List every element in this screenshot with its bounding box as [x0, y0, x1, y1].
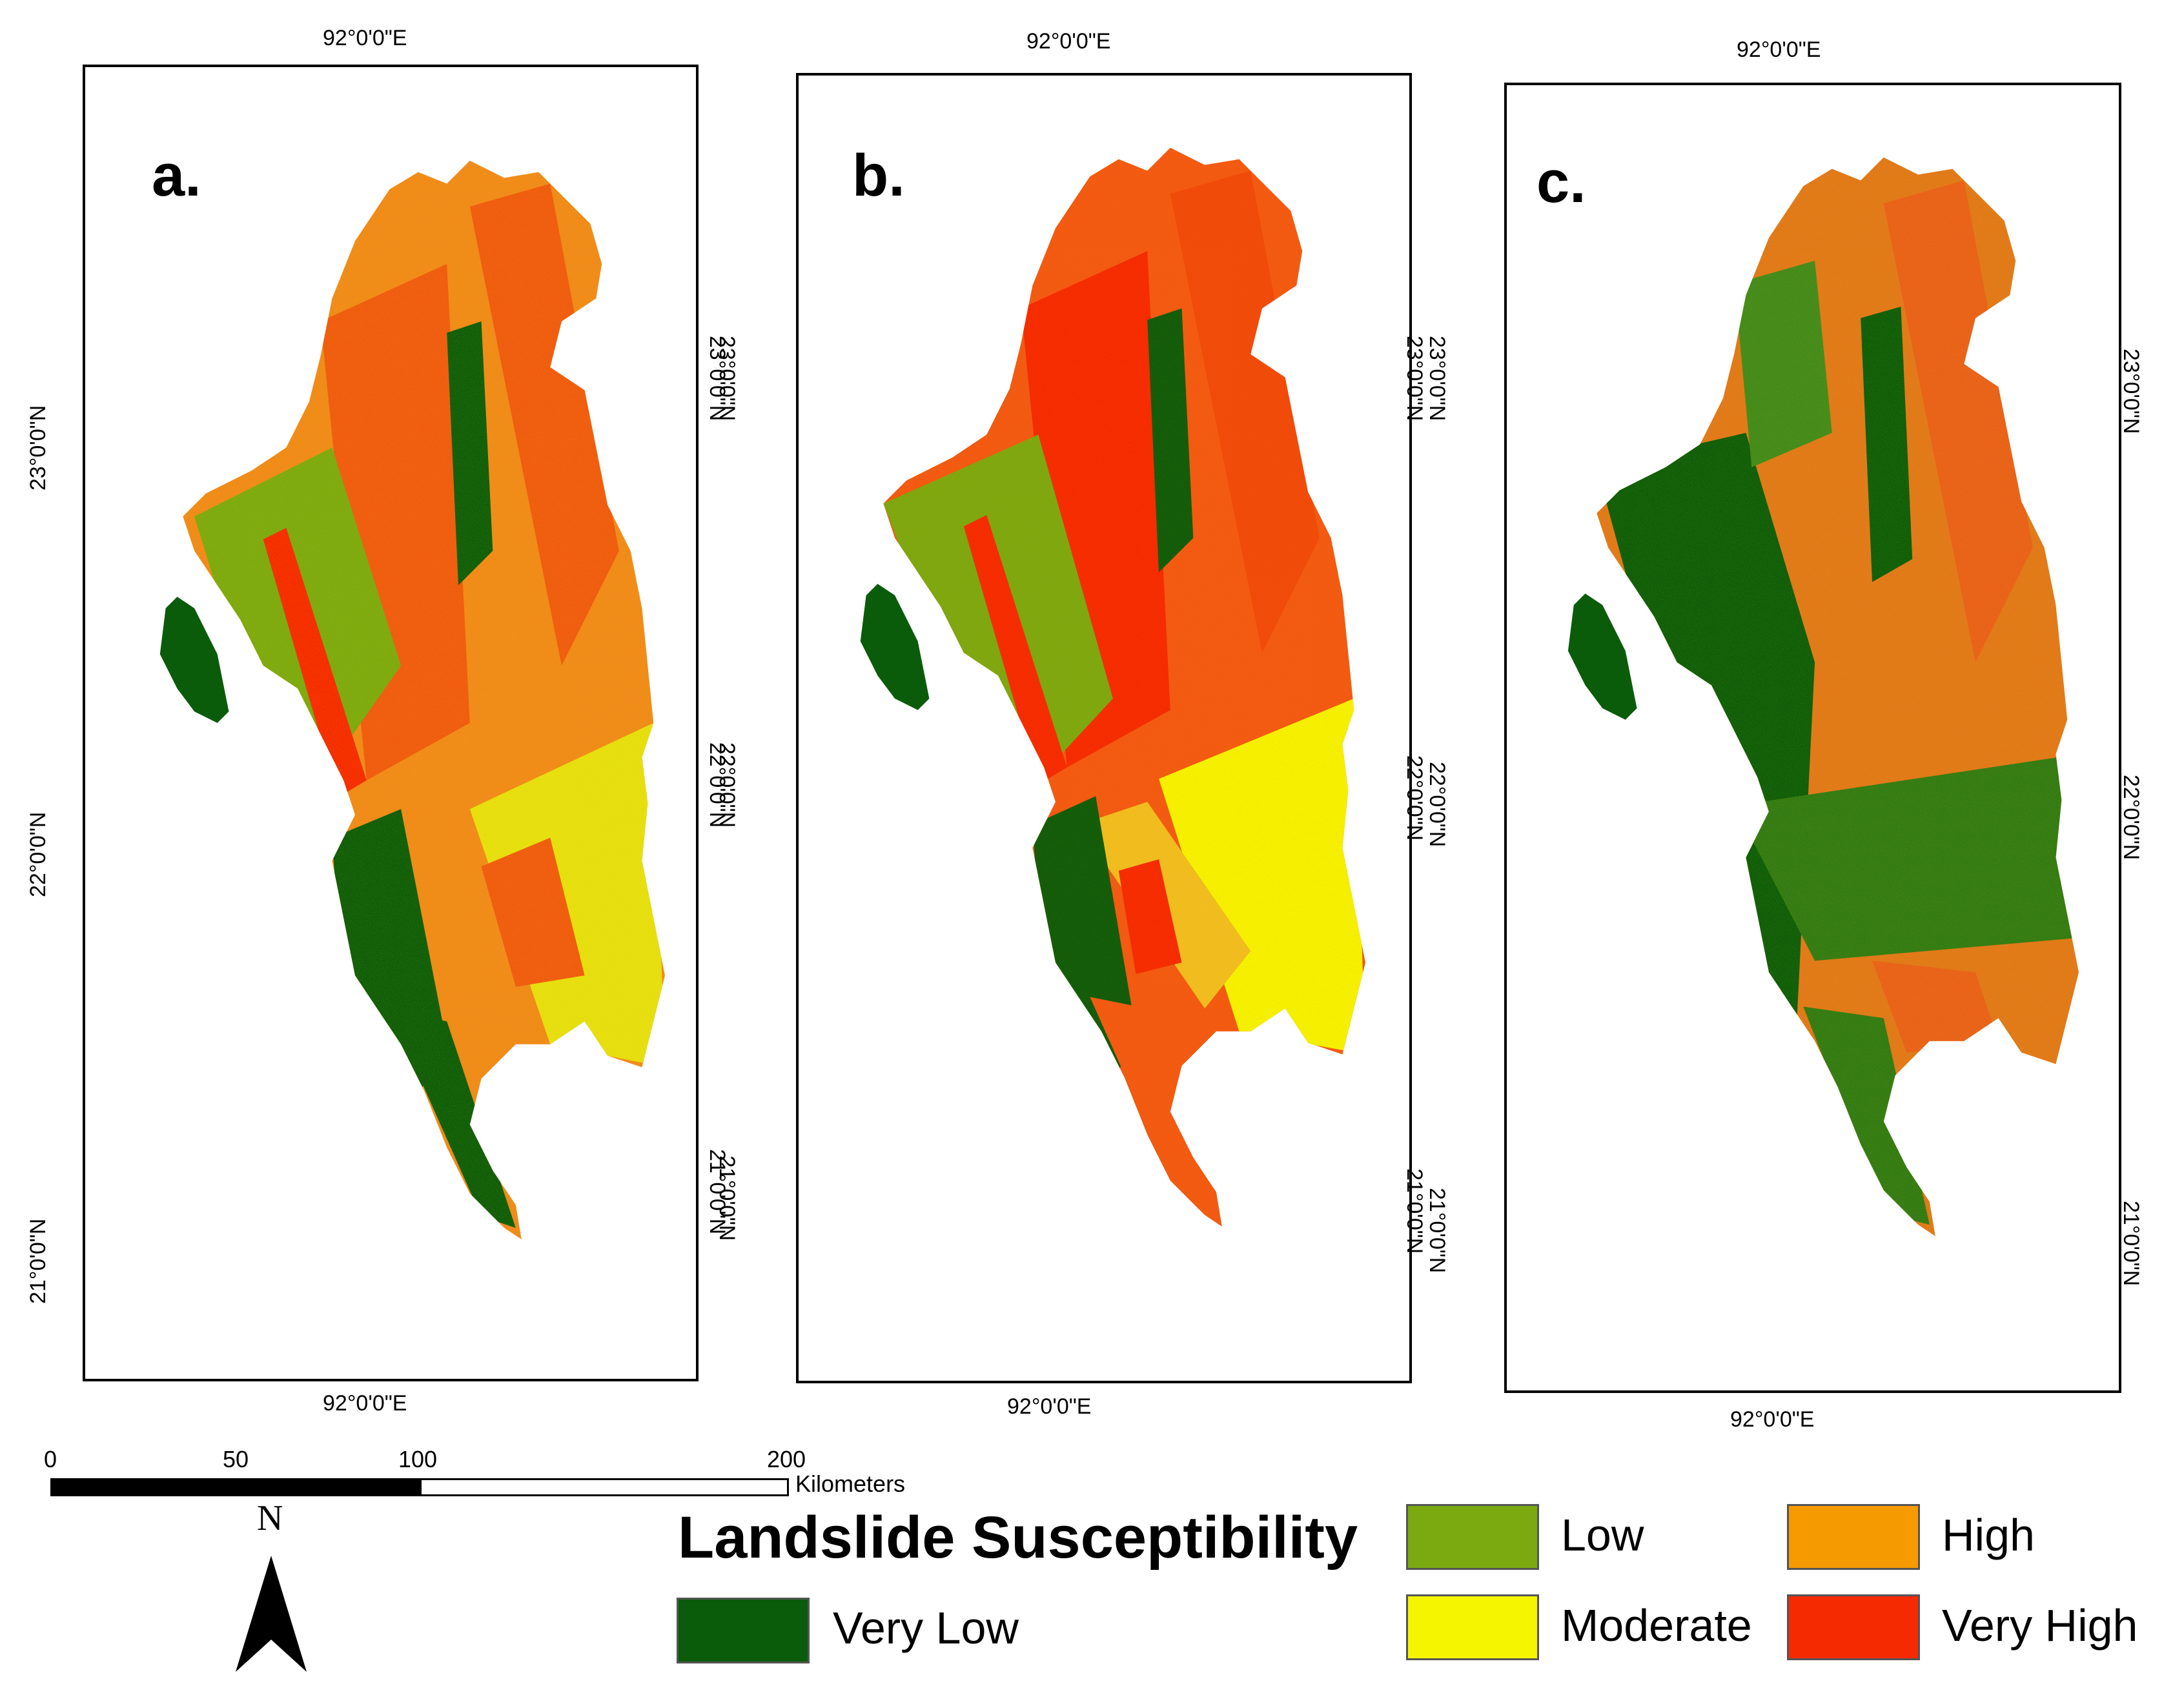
scale-tick-0: 0: [44, 1446, 57, 1472]
scale-tick-50: 50: [223, 1446, 249, 1472]
legend-label-very-low: Very Low: [833, 1603, 1019, 1653]
lat-21-label-left-a: 21°0'0"N: [26, 1218, 50, 1304]
lat-22-label-left-c: 22°0'0"N: [1425, 762, 1449, 848]
lat-21-label-left-c: 21°0'0"N: [1425, 1188, 1449, 1274]
longitude-label-bottom-c: 92°0'0"E: [1730, 1407, 1815, 1432]
north-arrow-label: N: [257, 1498, 283, 1538]
legend-swatch-high: [1787, 1504, 1920, 1570]
map-panel-c: [1567, 157, 2079, 1236]
lat-21-label-right-b: 21°0'0"N: [1402, 1168, 1427, 1254]
scale-bar: [50, 1478, 789, 1496]
lat-22-label-left-a: 22°0'0"N: [26, 811, 50, 897]
legend-swatch-moderate: [1406, 1594, 1539, 1660]
scale-tick-100: 100: [398, 1446, 438, 1472]
panel-label-a: a.: [152, 143, 201, 208]
lat-22-label-right-c: 22°0'0"N: [2119, 775, 2143, 860]
map-panel-b: [860, 147, 1365, 1226]
north-arrow-icon: [236, 1556, 307, 1672]
lat-23-label-right-c: 23°0'0"N: [2119, 349, 2143, 434]
longitude-label-bottom-a: 92°0'0"E: [323, 1391, 407, 1416]
scale-tick-200: 200: [767, 1446, 806, 1472]
longitude-label-top-a: 92°0'0"E: [323, 26, 407, 50]
scale-bar-filled-segment: [52, 1480, 422, 1494]
legend-title: Landslide Susceptibility: [678, 1505, 1358, 1571]
lat-23-label-right-b: 23°0'0"N: [1402, 336, 1427, 422]
legend-swatch-very-low: [677, 1598, 810, 1663]
lat-21-label-right-c: 21°0'0"N: [2119, 1201, 2143, 1286]
longitude-label-bottom-b: 92°0'0"E: [1007, 1394, 1092, 1419]
legend-label-very-high: Very High: [1942, 1600, 2138, 1651]
legend-label-low: Low: [1561, 1510, 1644, 1560]
lat-22-label-right-b: 22°0'0"N: [1402, 755, 1427, 841]
scale-unit: Kilometers: [795, 1470, 906, 1497]
panel-label-b: b.: [852, 143, 905, 208]
legend-label-high: High: [1942, 1510, 2035, 1560]
panel-label-c: c.: [1536, 149, 1586, 215]
lat-23-label-left-c: 23°0'0"N: [1425, 336, 1449, 422]
lat-21-label-left-b: 21°0'0"N: [715, 1155, 739, 1241]
longitude-label-top-b: 92°0'0"E: [1026, 29, 1111, 54]
lat-22-label-left-b: 22°0'0"N: [715, 742, 739, 828]
lat-23-label-left-a: 23°0'0"N: [26, 405, 50, 491]
legend-swatch-low: [1406, 1504, 1539, 1570]
map-panel-a: [159, 160, 665, 1239]
lat-23-label-left-b: 23°0'0"N: [715, 336, 739, 422]
longitude-label-top-c: 92°0'0"E: [1737, 37, 1821, 62]
legend-label-moderate: Moderate: [1561, 1600, 1752, 1651]
legend-swatch-very-high: [1787, 1594, 1920, 1660]
